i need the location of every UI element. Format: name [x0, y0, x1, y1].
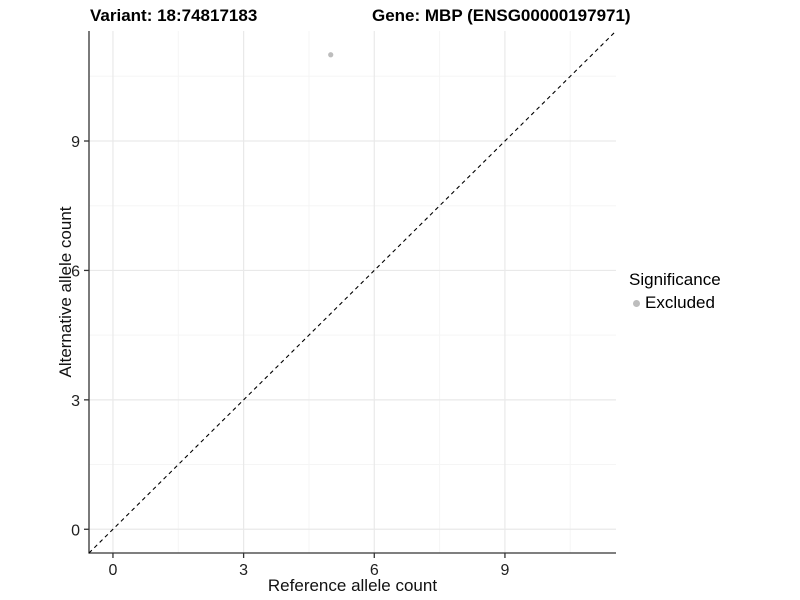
- x-tick-label: 3: [239, 562, 248, 579]
- y-tick-label: 3: [71, 393, 80, 410]
- legend-item-label: Excluded: [645, 293, 715, 312]
- data-point: [328, 52, 334, 58]
- plot-title-variant: Variant: 18:74817183: [90, 6, 258, 25]
- legend-title: Significance: [629, 270, 721, 289]
- x-tick-label: 9: [500, 562, 509, 579]
- y-tick-label: 9: [71, 134, 80, 151]
- excluded-point-icon: [633, 299, 640, 307]
- y-tick-label: 6: [71, 263, 80, 280]
- identity-line: [88, 30, 617, 554]
- legend-item-excluded: Excluded: [629, 293, 721, 313]
- plot-title-gene: Gene: MBP (ENSG00000197971): [372, 6, 631, 25]
- x-axis-label: Reference allele count: [267, 576, 438, 595]
- x-tick-label: 6: [370, 562, 379, 579]
- y-axis-label: Alternative allele count: [56, 206, 75, 378]
- legend: Significance Excluded: [629, 270, 721, 313]
- y-tick-label: 0: [71, 522, 80, 539]
- x-tick-label: 0: [109, 562, 118, 579]
